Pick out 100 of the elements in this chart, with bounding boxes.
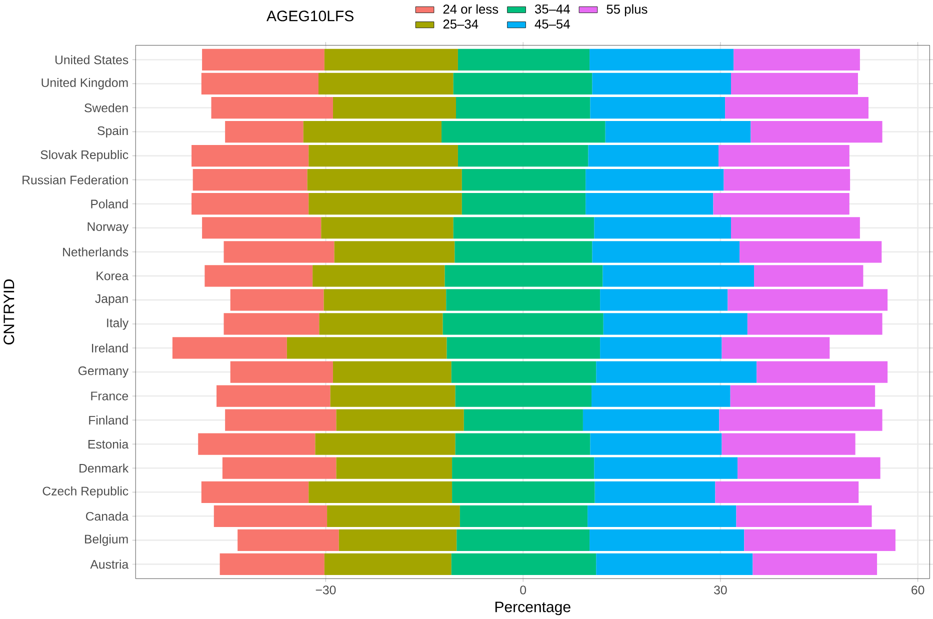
bar xyxy=(740,241,882,263)
bar xyxy=(315,433,456,456)
bar xyxy=(201,73,318,95)
bar xyxy=(202,49,324,71)
y-tick-label: Japan xyxy=(95,294,128,306)
y-tick-label: United Kingdom xyxy=(42,78,128,90)
bar xyxy=(303,121,442,143)
y-tick-label: Austria xyxy=(90,560,129,569)
bar xyxy=(324,289,446,311)
bar xyxy=(286,337,447,359)
bar xyxy=(214,505,328,528)
bar xyxy=(456,97,590,119)
bar xyxy=(224,241,334,263)
bar xyxy=(192,193,309,215)
bar xyxy=(734,49,860,71)
bar xyxy=(730,217,860,239)
bar xyxy=(202,217,322,239)
bar xyxy=(718,145,850,167)
bar xyxy=(462,169,586,191)
bar xyxy=(204,265,313,287)
bar xyxy=(724,169,850,191)
bar xyxy=(590,529,744,552)
bar xyxy=(582,409,720,431)
bar xyxy=(602,265,754,287)
bar xyxy=(336,457,452,480)
y-tick-label: Slovak Republic xyxy=(40,150,128,162)
bar xyxy=(586,193,714,215)
bar xyxy=(442,313,604,335)
bar xyxy=(324,49,458,71)
bar xyxy=(453,73,592,95)
bar xyxy=(590,49,734,71)
bar xyxy=(319,313,443,335)
bar xyxy=(458,49,590,71)
y-tick-label: Germany xyxy=(78,366,129,378)
bar xyxy=(308,193,462,215)
bar xyxy=(446,337,600,359)
bar xyxy=(453,217,594,239)
bar xyxy=(192,145,309,167)
bar xyxy=(452,457,594,480)
legend-label: 25–34 xyxy=(443,20,478,29)
bar xyxy=(605,121,751,143)
bar xyxy=(730,73,858,95)
y-tick-label: Ireland xyxy=(92,344,128,353)
legend-label: 24 or less xyxy=(443,4,498,14)
bar xyxy=(752,554,878,576)
bar xyxy=(592,73,731,95)
bar xyxy=(332,361,452,383)
bar xyxy=(590,433,722,456)
bar xyxy=(334,241,455,263)
bar xyxy=(332,97,456,119)
bar xyxy=(442,121,606,143)
y-tick-label: Korea xyxy=(96,272,129,280)
bar xyxy=(454,241,592,263)
bar xyxy=(338,529,457,552)
bar xyxy=(230,361,333,383)
bar xyxy=(713,193,850,215)
bar xyxy=(728,289,888,311)
bar xyxy=(225,409,336,431)
bar xyxy=(198,433,316,456)
x-tick-label: −30 xyxy=(316,586,336,594)
bar xyxy=(603,313,748,335)
bar xyxy=(756,361,888,383)
x-tick-label: 60 xyxy=(912,586,924,594)
bar xyxy=(451,361,596,383)
y-tick-label: Czech Republic xyxy=(42,486,128,498)
bar xyxy=(750,121,882,143)
bar xyxy=(192,169,308,191)
bar xyxy=(211,97,333,119)
bar xyxy=(446,289,600,311)
legend-label: 55 plus xyxy=(606,4,648,16)
bar xyxy=(201,481,309,504)
y-tick-label: Netherlands xyxy=(63,247,128,257)
bar xyxy=(308,481,452,504)
y-tick-label: Norway xyxy=(88,222,129,234)
bar xyxy=(588,505,736,528)
bar xyxy=(754,265,864,287)
bar xyxy=(715,481,859,504)
legend-title: AGEG10LFS xyxy=(266,10,354,22)
bar xyxy=(224,313,320,335)
y-tick-label: Poland xyxy=(91,199,128,209)
y-tick-label: Sweden xyxy=(84,103,128,112)
x-tick-label: 0 xyxy=(520,586,526,594)
bar xyxy=(308,145,458,167)
x-axis-title: Percentage xyxy=(495,602,570,616)
y-tick-label: Estonia xyxy=(88,440,129,449)
bar xyxy=(172,337,287,359)
bar xyxy=(238,529,339,552)
bar xyxy=(588,145,718,167)
legend-label: 45–54 xyxy=(534,20,570,29)
bar xyxy=(336,409,464,431)
bar xyxy=(594,217,731,239)
bar xyxy=(730,385,876,407)
y-tick-label: Russian Federation xyxy=(22,175,128,184)
bar xyxy=(451,554,596,576)
y-tick-label: Belgium xyxy=(85,534,128,546)
y-tick-label: France xyxy=(91,392,128,400)
bar xyxy=(312,265,445,287)
bar xyxy=(222,457,336,480)
bar xyxy=(590,97,726,119)
legend-label: 35–44 xyxy=(534,4,570,14)
